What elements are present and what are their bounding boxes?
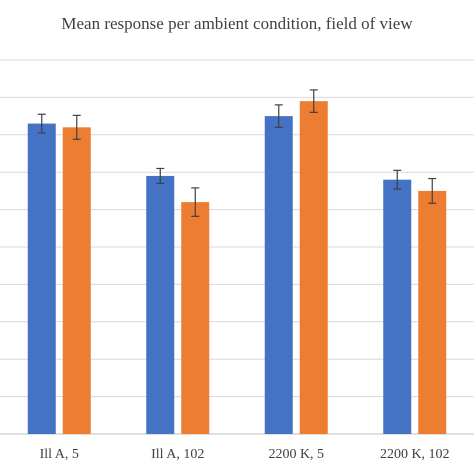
error-bars — [37, 89, 437, 217]
x-tick-label: Ill A, 5 — [40, 447, 79, 462]
bar — [27, 123, 56, 434]
chart-title: Mean response per ambient condition, fie… — [61, 14, 413, 33]
bar — [383, 179, 412, 434]
bars — [27, 101, 447, 434]
x-axis-labels: Ill A, 5 Ill A, 102 2200 K, 5 2200 K, 102 — [40, 447, 450, 462]
bar — [418, 190, 447, 434]
x-tick-label: Ill A, 102 — [151, 447, 204, 462]
bar — [299, 101, 328, 434]
x-tick-label: 2200 K, 102 — [380, 447, 450, 462]
bar — [181, 202, 210, 434]
bar — [62, 127, 91, 434]
x-tick-label: 2200 K, 5 — [268, 447, 324, 462]
bar — [264, 116, 293, 434]
bar — [146, 175, 175, 434]
